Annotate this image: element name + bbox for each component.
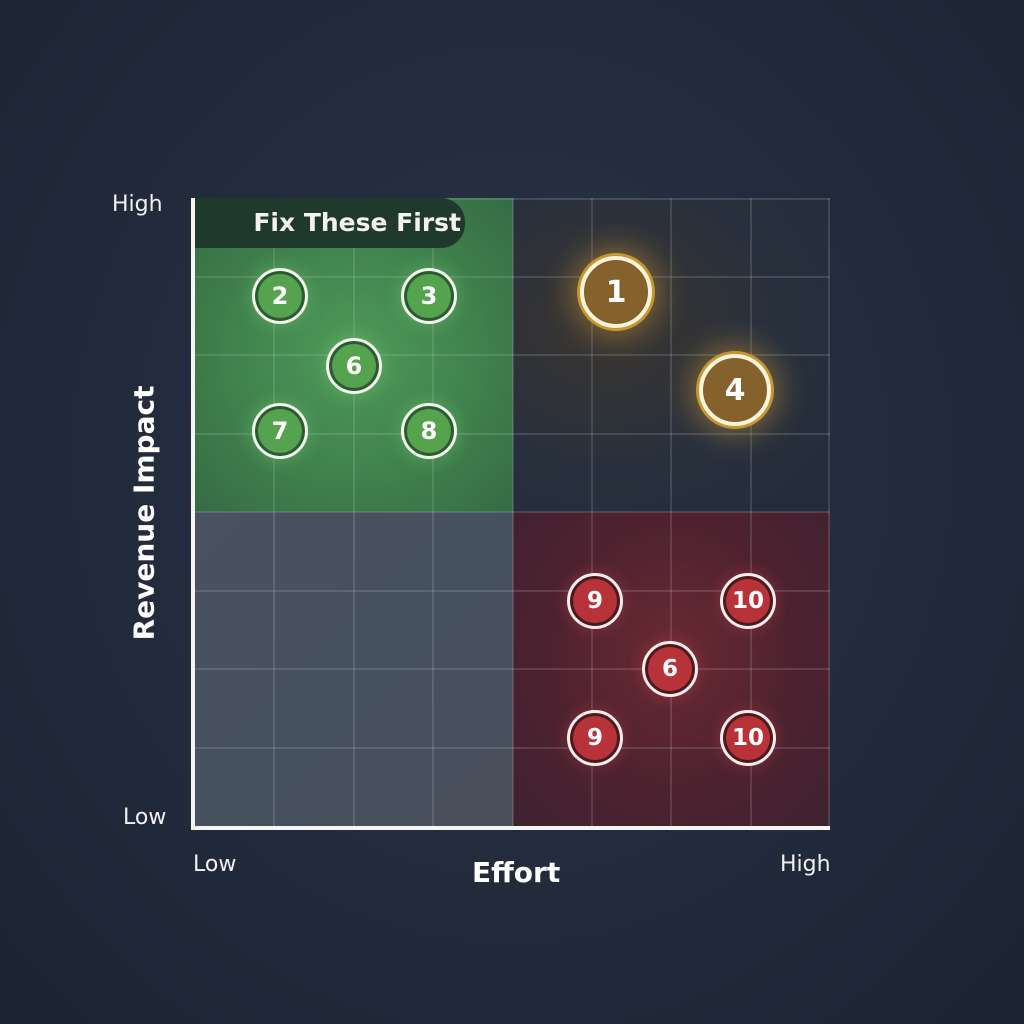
data-point-3[interactable]: 3 — [401, 268, 457, 324]
y-axis-title: Revenue Impact — [127, 385, 161, 641]
quadrant-low-effort-low-impact — [195, 512, 513, 828]
data-point-9[interactable]: 9 — [567, 573, 623, 629]
data-point-6-red[interactable]: 6 — [642, 641, 698, 697]
fix-these-first-banner: Fix These First — [195, 198, 465, 248]
y-axis-high-label: High — [112, 192, 163, 217]
data-point-2[interactable]: 2 — [252, 268, 308, 324]
x-axis-title: Effort — [472, 856, 561, 889]
y-axis-line — [191, 198, 195, 830]
data-point-10[interactable]: 10 — [720, 573, 776, 629]
data-point-7[interactable]: 7 — [252, 403, 308, 459]
data-point-6[interactable]: 6 — [326, 338, 382, 394]
data-point-10-lower[interactable]: 10 — [720, 710, 776, 766]
x-axis-high-label: High — [780, 852, 831, 877]
matrix-plot-area: Fix These First 2 3 6 7 8 1 4 9 10 6 9 1… — [191, 198, 830, 830]
data-point-4[interactable]: 4 — [699, 354, 771, 426]
x-axis-low-label: Low — [193, 852, 237, 877]
quadrant-high-effort-high-impact — [513, 198, 830, 512]
data-point-9-lower[interactable]: 9 — [567, 710, 623, 766]
x-axis-line — [191, 826, 830, 830]
banner-label: Fix These First — [253, 208, 461, 237]
data-point-8[interactable]: 8 — [401, 403, 457, 459]
data-point-1[interactable]: 1 — [580, 256, 652, 328]
y-axis-low-label: Low — [123, 805, 167, 830]
